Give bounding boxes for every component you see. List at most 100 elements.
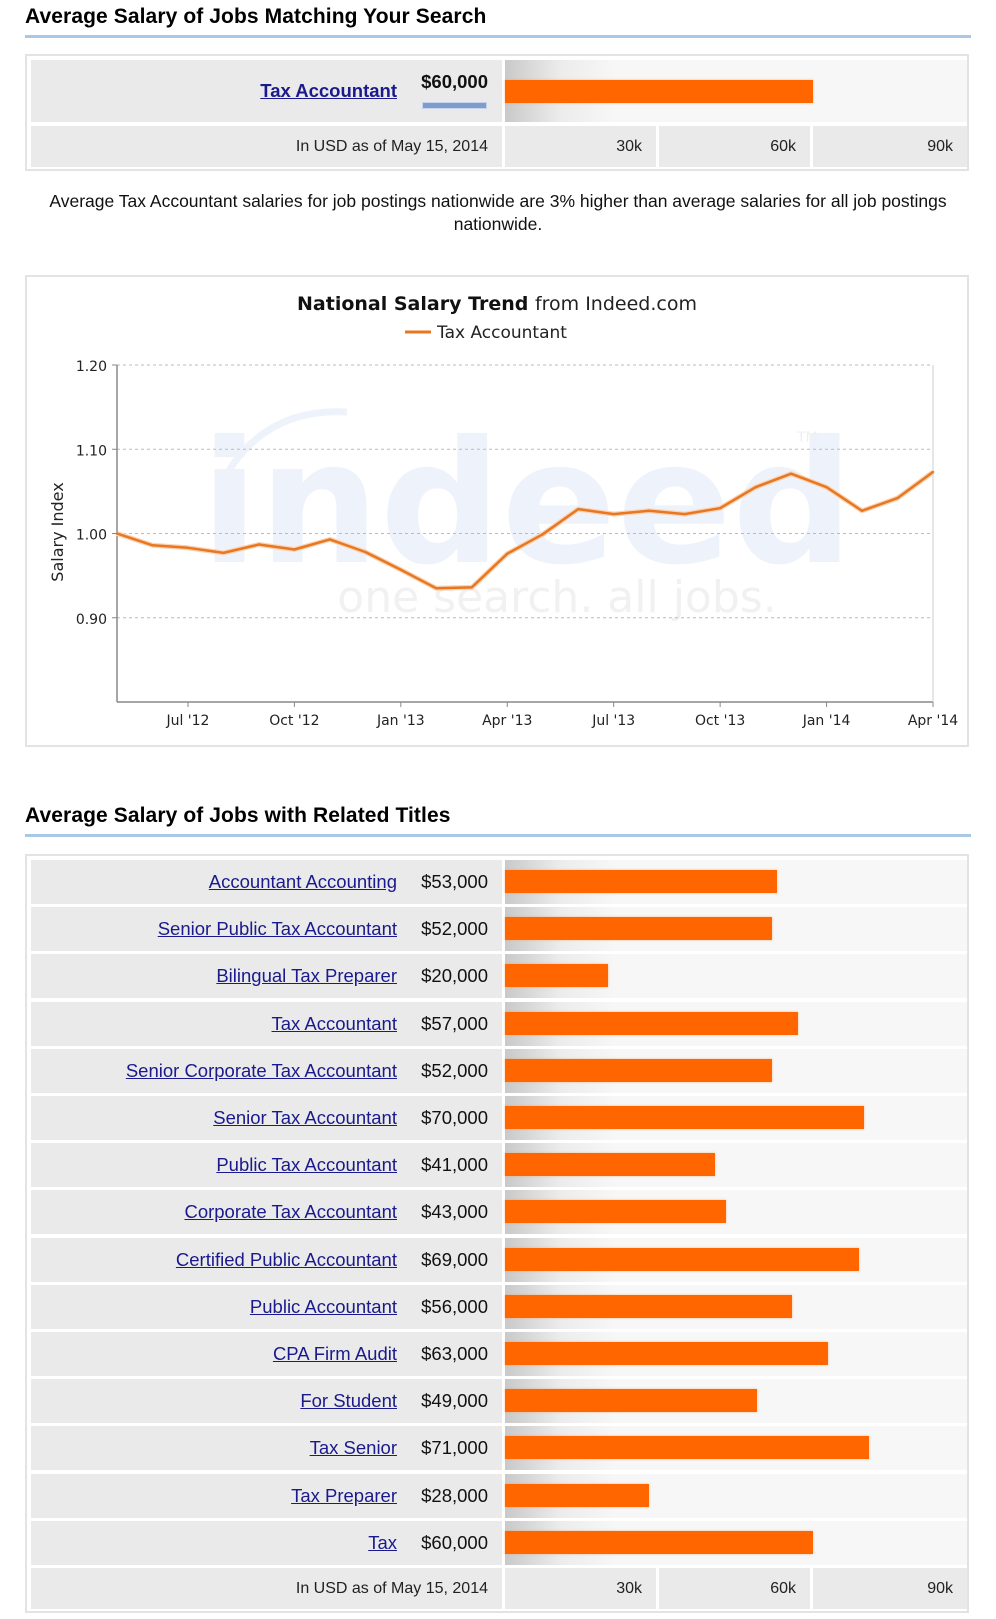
data-point: [612, 512, 615, 516]
job-title-link[interactable]: Tax Accountant: [271, 1012, 397, 1034]
salary-comparison-text: Average Tax Accountant salaries for job …: [49, 191, 947, 234]
currency-note: In USD as of May 15, 2014: [295, 137, 488, 155]
job-name-cell: Public Tax Accountant $41,000: [31, 1143, 502, 1188]
job-name-cell: For Student $49,000: [31, 1379, 502, 1424]
data-point: [506, 552, 509, 555]
watermark-arc: [213, 408, 348, 494]
data-point: [222, 551, 225, 555]
job-title-link[interactable]: Bilingual Tax Preparer: [216, 965, 397, 987]
salary-value: $57,000: [421, 1012, 488, 1034]
job-title-link[interactable]: Certified Public Accountant: [175, 1248, 397, 1270]
title-divider: [25, 834, 971, 837]
currency-note-cell: In USD as of May 15, 2014: [31, 126, 502, 167]
y-axis-label: Salary Index: [48, 482, 67, 581]
salary-bar: [505, 917, 772, 941]
data-point: [399, 568, 403, 571]
salary-value: $71,000: [421, 1437, 488, 1459]
job-title-link[interactable]: CPA Firm Audit: [272, 1343, 397, 1364]
salary-value: $49,000: [421, 1390, 488, 1412]
salary-bar: [505, 1153, 716, 1177]
salary-value: $52,000: [421, 1059, 488, 1081]
chart-axes: Jul '12 Oct '12 Jan '13 Apr '13 Jul '13 Oct '…: [116, 365, 958, 729]
job-title-link[interactable]: Senior Tax Accountant: [213, 1107, 397, 1128]
job-name-cell: Tax Senior $71,000: [31, 1426, 502, 1471]
job-name-cell: Senior Corporate Tax Accountant $52,000: [31, 1048, 502, 1093]
x-tick-label: Apr '14: [908, 713, 958, 729]
salary-bar: [505, 1294, 793, 1318]
axis-tick-60k: 60k: [770, 137, 796, 155]
data-point: [825, 485, 828, 489]
data-point: [364, 550, 367, 554]
bar-cell: [505, 1332, 967, 1376]
job-title-link[interactable]: Tax Preparer: [291, 1484, 397, 1506]
job-title-link[interactable]: For Student: [300, 1390, 397, 1412]
x-tick-label: Jan '13: [376, 713, 425, 729]
job-name-cell: Tax $60,000: [31, 1520, 502, 1565]
axis-row: In USD as of May 15, 2014 30k 60k 90k: [31, 126, 967, 167]
data-point: [931, 470, 935, 474]
data-point: [577, 507, 580, 511]
salary-indicator-bar: [422, 102, 487, 109]
axis-tick-30k: 30k: [616, 137, 642, 155]
bar-cell: [505, 60, 967, 122]
salary-bar: [505, 1342, 829, 1365]
job-name-cell: Corporate Tax Accountant $43,000: [31, 1190, 502, 1235]
chart-series: [115, 469, 935, 591]
bar-cell: [505, 1284, 967, 1329]
data-point: [328, 538, 332, 541]
salary-value: $60,000: [421, 1531, 488, 1553]
series-line-tax-accountant: [116, 470, 934, 590]
chart-title-rest: from Indeed.com: [535, 293, 697, 315]
job-title-link[interactable]: Tax: [368, 1531, 397, 1553]
x-tick-label: Oct '13: [695, 713, 745, 729]
job-name-cell: Tax Accountant $57,000: [31, 1001, 502, 1046]
salary-value: $20,000: [421, 965, 488, 987]
y-tick-label: 1.00: [76, 528, 107, 544]
chart-grid: 0.90 1.00 1.10 1.20: [76, 359, 933, 628]
job-name-cell: Bilingual Tax Preparer $20,000: [31, 954, 502, 999]
job-title-link[interactable]: Tax Senior: [309, 1437, 397, 1459]
y-tick-label: 1.20: [76, 359, 107, 375]
axis-tick-cell: 90k: [813, 126, 967, 167]
data-point: [293, 548, 296, 551]
job-name-cell: Senior Public Tax Accountant $52,000: [31, 907, 502, 952]
x-tick-label: Oct '12: [269, 713, 319, 729]
salary-bar: [505, 1011, 798, 1035]
axis-tick-60k: 60k: [770, 1579, 796, 1597]
data-point: [186, 546, 190, 550]
job-title-link[interactable]: Public Accountant: [249, 1295, 397, 1317]
job-title-link[interactable]: Tax Accountant: [260, 80, 397, 101]
salary-bar: [505, 1106, 865, 1129]
bar-cell: [505, 1143, 967, 1188]
axis-tick-cell: 90k: [813, 1568, 967, 1609]
job-title-link[interactable]: Senior Public Tax Accountant: [157, 918, 397, 940]
job-title-link[interactable]: Corporate Tax Accountant: [184, 1201, 397, 1223]
data-point: [789, 472, 793, 475]
data-point: [470, 586, 473, 589]
job-title-link[interactable]: Public Tax Accountant: [216, 1154, 397, 1176]
salary-value: $63,000: [421, 1343, 488, 1364]
job-title-link[interactable]: Senior Corporate Tax Accountant: [125, 1059, 397, 1081]
watermark-tm: TM: [796, 430, 818, 446]
axis-tick-cell: 30k: [505, 1568, 656, 1609]
salary-bar: [505, 1483, 649, 1507]
job-title-link[interactable]: Accountant Accounting: [208, 871, 397, 892]
salary-bar: [505, 870, 778, 893]
x-tick-label: Jul '13: [591, 713, 635, 729]
salary-value: $53,000: [421, 871, 488, 892]
bar-cell: [505, 1473, 967, 1518]
job-name-cell: Certified Public Accountant $69,000: [31, 1237, 502, 1282]
y-tick-label: 1.10: [76, 443, 107, 459]
data-point: [683, 512, 686, 516]
salary-bar: [505, 80, 813, 103]
salary-value: $41,000: [421, 1154, 488, 1176]
salary-value: $69,000: [421, 1248, 488, 1270]
bar-cell: [505, 1426, 967, 1471]
bar-cell: [505, 1048, 967, 1093]
bar-cell: [505, 907, 967, 952]
data-point: [754, 485, 757, 489]
axis-row: In USD as of May 15, 2014 30k 60k 90k: [31, 1568, 967, 1609]
salary-value: $43,000: [421, 1201, 488, 1223]
salary-value: $28,000: [421, 1484, 488, 1506]
